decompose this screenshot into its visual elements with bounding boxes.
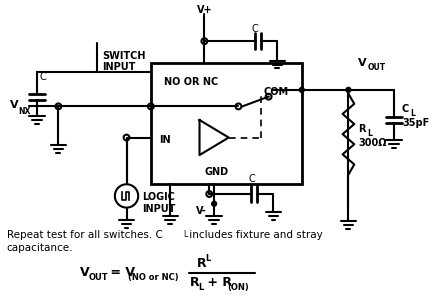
Text: SWITCH: SWITCH [102, 51, 146, 61]
Text: C: C [249, 174, 255, 184]
Text: C: C [251, 23, 258, 34]
Text: C: C [402, 104, 409, 114]
Text: V: V [358, 58, 367, 68]
Text: V+: V+ [197, 5, 212, 15]
Text: 300Ω: 300Ω [358, 138, 387, 148]
Text: C: C [40, 72, 47, 82]
Text: V: V [10, 100, 18, 110]
Text: INPUT: INPUT [102, 62, 136, 73]
Text: OUT: OUT [89, 273, 108, 282]
Text: L: L [205, 254, 211, 263]
Text: = V: = V [106, 266, 135, 279]
Text: GND: GND [204, 167, 229, 177]
Text: V-: V- [196, 206, 207, 215]
Bar [151, 63, 302, 184]
Text: OUT: OUT [368, 63, 386, 72]
Text: capacitance.: capacitance. [7, 244, 73, 254]
Text: R: R [190, 276, 200, 289]
Text: INPUT: INPUT [142, 204, 175, 214]
Text: Repeat test for all switches. C: Repeat test for all switches. C [7, 230, 163, 240]
Text: R: R [358, 124, 365, 134]
Text: COM: COM [264, 87, 289, 97]
Text: 35pF: 35pF [402, 118, 429, 128]
Text: NX: NX [19, 107, 31, 116]
Text: L: L [411, 109, 416, 118]
Text: L: L [367, 129, 372, 138]
Text: includes fixture and stray: includes fixture and stray [186, 230, 323, 240]
Circle shape [212, 201, 216, 206]
Text: L: L [199, 283, 204, 292]
Text: IN: IN [159, 136, 170, 146]
Text: V: V [80, 266, 89, 279]
Text: (NO or NC): (NO or NC) [128, 273, 179, 282]
Circle shape [346, 87, 351, 92]
Text: R: R [197, 256, 206, 270]
Text: LOGIC: LOGIC [142, 192, 175, 202]
Text: NO OR NC: NO OR NC [164, 77, 218, 87]
Text: (ON): (ON) [228, 283, 250, 292]
Text: + R: + R [203, 276, 232, 289]
Text: L: L [183, 230, 187, 239]
Circle shape [299, 87, 304, 92]
